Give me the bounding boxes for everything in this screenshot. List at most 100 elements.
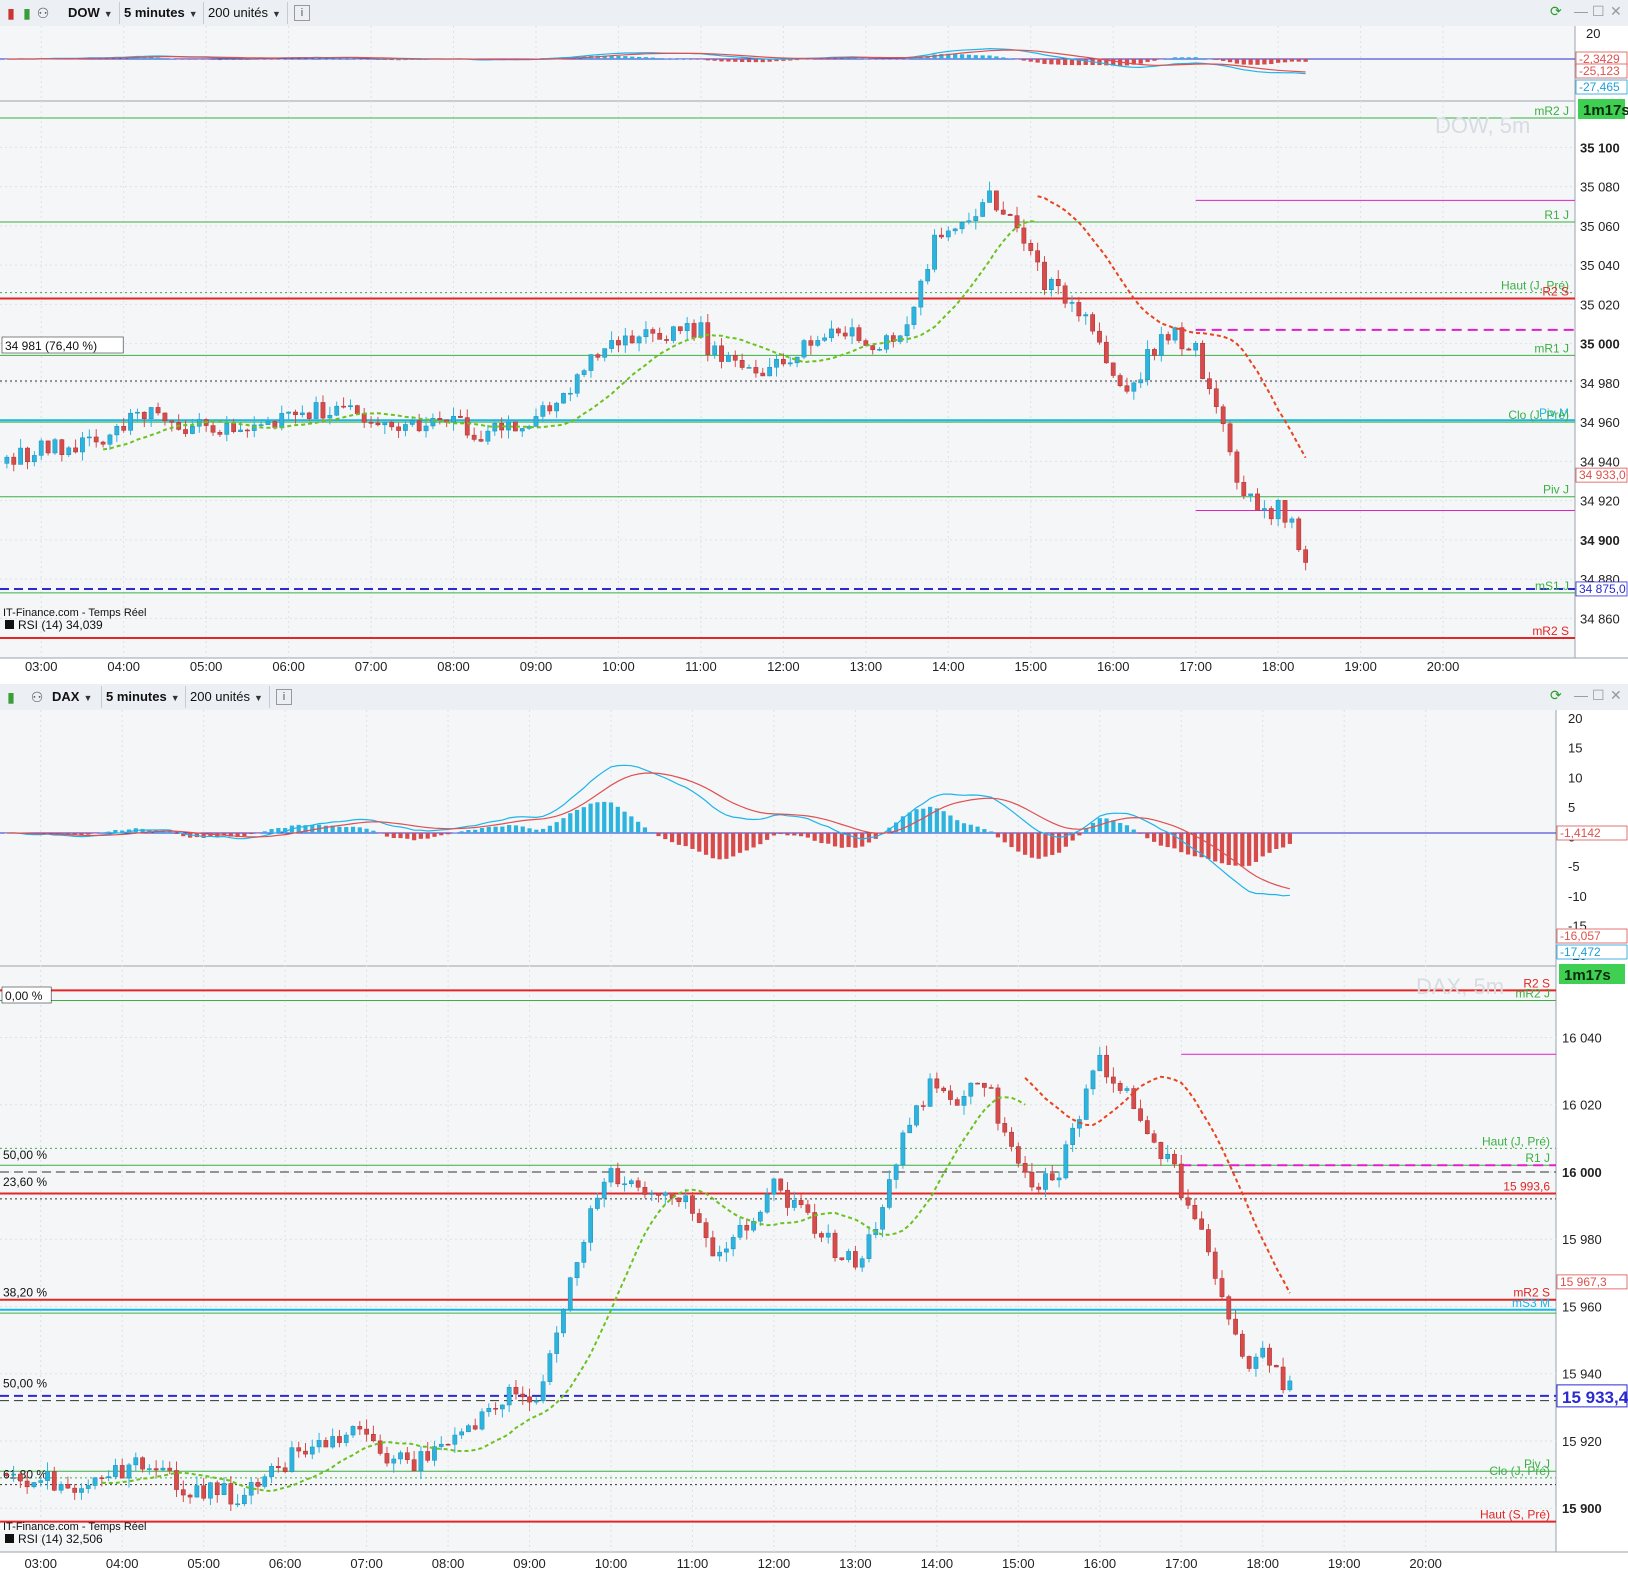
indicator-histogram-bar xyxy=(887,827,892,833)
candle-body xyxy=(1009,1131,1014,1147)
indicator-histogram-bar xyxy=(657,58,662,59)
minimize-icon[interactable]: — xyxy=(1574,3,1588,19)
indicator-histogram-bar xyxy=(622,811,627,833)
maximize-icon[interactable]: ☐ xyxy=(1592,3,1605,19)
indicator-histogram-bar xyxy=(602,55,607,59)
candle-body xyxy=(486,1408,492,1413)
refresh-icon[interactable]: ⟳ xyxy=(1550,3,1562,19)
candle-body xyxy=(323,1440,329,1448)
indicator-histogram-bar xyxy=(320,58,326,60)
indicator-histogram-bar xyxy=(1219,833,1225,864)
candle-body xyxy=(1253,1356,1259,1369)
dow-period-select[interactable]: 5 minutes ▼ xyxy=(120,2,204,24)
candle-body xyxy=(567,392,573,395)
indicator-histogram-bar xyxy=(921,808,926,833)
maximize-icon[interactable]: ☐ xyxy=(1592,687,1605,703)
time-tick-label: 10:00 xyxy=(602,659,635,674)
refresh-icon[interactable]: ⟳ xyxy=(1550,687,1562,703)
indicator-histogram-bar xyxy=(398,833,403,839)
candle-body xyxy=(925,269,931,282)
candle-body xyxy=(282,1467,288,1472)
candle-body xyxy=(320,402,326,419)
indicator-histogram-bar xyxy=(1247,833,1252,866)
minimize-icon[interactable]: — xyxy=(1574,687,1588,703)
price-tick-label: 15 960 xyxy=(1562,1299,1602,1314)
price-tick-label: 35 060 xyxy=(1580,219,1620,234)
indicator-histogram-bar xyxy=(740,59,745,63)
time-tick-label: 05:00 xyxy=(190,659,223,674)
indicator-histogram-bar xyxy=(418,833,424,839)
candle-body xyxy=(690,1195,695,1214)
indicator-histogram-bar xyxy=(1023,833,1028,855)
candle-body xyxy=(1145,349,1150,381)
indicator-histogram-bar xyxy=(819,833,824,844)
candle-body xyxy=(825,1232,831,1238)
dow-units-select[interactable]: 200 unités ▼ xyxy=(204,2,288,24)
price-tick-label: 35 080 xyxy=(1580,180,1620,195)
close-icon[interactable]: ✕ xyxy=(1610,687,1622,703)
indicator-histogram-bar xyxy=(805,833,810,838)
indicator-histogram-bar xyxy=(1104,59,1109,66)
indicator-histogram-bar xyxy=(1002,833,1007,843)
indicator-histogram-bar xyxy=(1214,59,1219,60)
indicator-histogram-bar xyxy=(554,822,559,833)
candle-body xyxy=(1029,1171,1035,1188)
indicator-histogram-bar xyxy=(751,833,756,848)
indicator-histogram-bar xyxy=(1063,833,1068,847)
indicator-histogram-bar xyxy=(846,833,851,848)
indicator-histogram-bar xyxy=(1124,825,1130,833)
rsi-label: RSI (14) 32,506 xyxy=(18,1532,103,1546)
fib-level-label: 50,00 % xyxy=(3,1377,47,1391)
dax-units-select[interactable]: 200 unités ▼ xyxy=(186,686,270,708)
indicator-histogram-bar xyxy=(334,58,339,60)
link-icon[interactable]: ⚇ xyxy=(36,5,50,21)
candle-body xyxy=(588,354,594,371)
indicator-histogram-bar xyxy=(719,59,724,62)
dax-symbol-select[interactable]: DAX ▼ xyxy=(48,686,102,708)
indicator-histogram-bar xyxy=(934,808,939,833)
candle-body xyxy=(893,1164,899,1180)
candle-body xyxy=(664,339,669,341)
link-icon[interactable]: ⚇ xyxy=(30,689,44,705)
dax-period-select[interactable]: 5 minutes ▼ xyxy=(102,686,186,708)
level-label: mR2 S xyxy=(1513,1286,1550,1300)
indicator-histogram-bar xyxy=(1016,833,1021,852)
dow-symbol-select[interactable]: DOW ▼ xyxy=(64,2,120,24)
indicator-histogram-bar xyxy=(968,824,973,833)
level-label: Clo (J, Pré) xyxy=(1508,408,1569,422)
time-tick-label: 07:00 xyxy=(355,659,388,674)
indicator-histogram-bar xyxy=(459,831,464,833)
indicator-histogram-bar xyxy=(79,833,84,836)
info-icon[interactable]: i xyxy=(294,5,310,21)
indicator-histogram-bar xyxy=(771,833,777,836)
indicator-histogram-bar xyxy=(683,833,688,847)
candle-body xyxy=(451,416,456,423)
dow-chart-canvas[interactable]: 03:00 04:00 05:00 06:00 07:00 08:00 09:00 10:00… xyxy=(0,26,1628,684)
candle-body xyxy=(371,1433,376,1442)
candle-body xyxy=(18,1473,23,1482)
indicator-histogram-bar xyxy=(568,813,573,833)
candle-body xyxy=(1158,1142,1164,1159)
price-axis-background xyxy=(1556,710,1628,1582)
price-tick-label: 35 040 xyxy=(1580,258,1620,273)
indicator-histogram-bar xyxy=(1124,59,1130,66)
chart-type-icon-green[interactable]: ▮ xyxy=(23,5,31,21)
candle-body xyxy=(839,1257,845,1260)
candle-body xyxy=(1289,518,1295,523)
candle-body xyxy=(649,1193,655,1195)
indicator-histogram-bar xyxy=(832,833,838,847)
candle-body xyxy=(375,422,381,426)
time-tick-label: 14:00 xyxy=(932,659,965,674)
dax-chart-canvas[interactable]: 03:00 04:00 05:00 06:00 07:00 08:00 09:00 10:00… xyxy=(0,710,1628,1592)
indicator-histogram-bar xyxy=(1159,59,1164,60)
indicator-histogram-bar xyxy=(685,58,690,60)
chart-type-icon[interactable]: ▮ xyxy=(7,689,15,705)
symbol-watermark: DOW, 5m xyxy=(1435,113,1530,138)
close-icon[interactable]: ✕ xyxy=(1610,3,1622,19)
candle-body xyxy=(169,420,175,423)
indicator-histogram-bar xyxy=(642,827,648,833)
indicator-histogram-bar xyxy=(1118,823,1123,833)
price-tick-label: 35 020 xyxy=(1580,297,1620,312)
chart-type-icon[interactable]: ▮ xyxy=(7,5,15,21)
info-icon[interactable]: i xyxy=(276,689,292,705)
